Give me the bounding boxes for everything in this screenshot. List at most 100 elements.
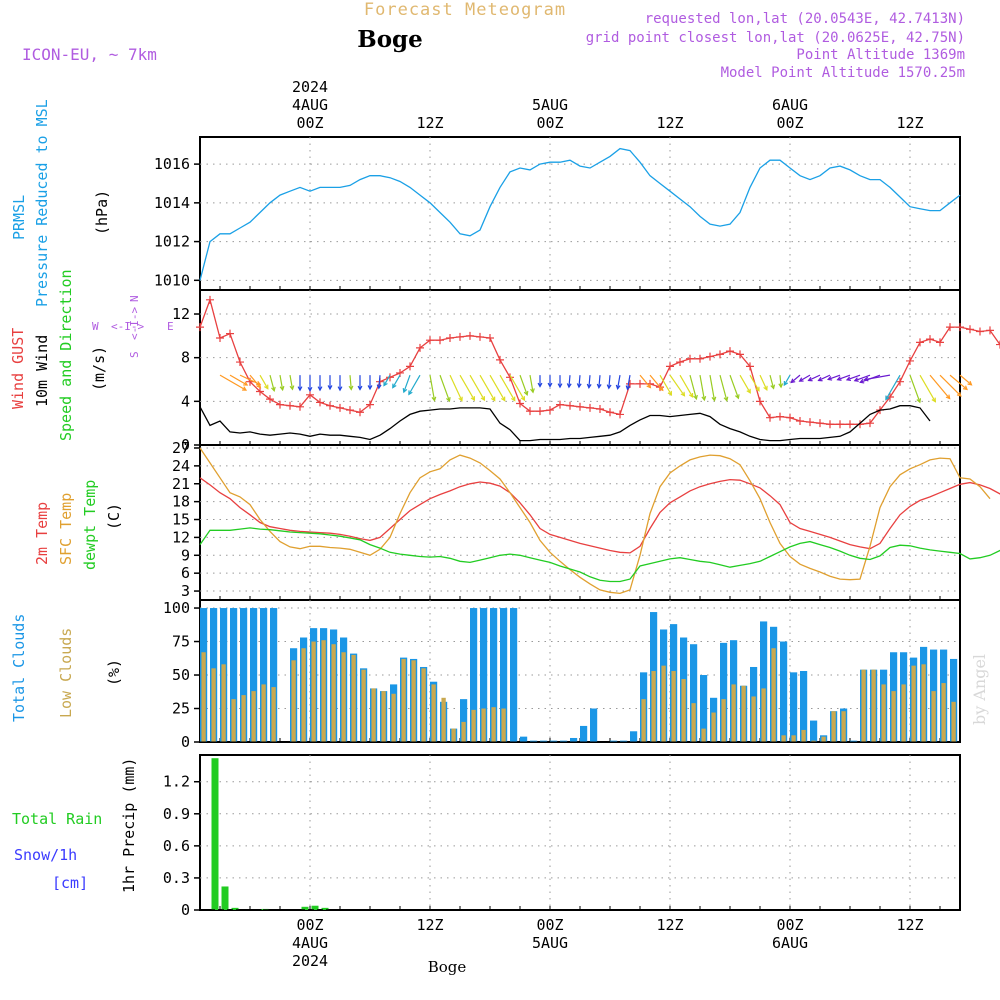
wind-vector-head [279, 385, 285, 392]
wind-vector-head [402, 388, 408, 394]
wind-vector [499, 374, 516, 401]
wind-vector-head [783, 381, 789, 387]
low-cloud-bar [821, 736, 826, 742]
wind-vector [489, 374, 506, 401]
y-tick-label: 0.9 [163, 805, 190, 823]
wind-vector-head [701, 395, 707, 402]
wind-vector-head [264, 384, 269, 390]
model-label: ICON-EU, ~ 7km [22, 45, 157, 64]
gust-line-marker [456, 332, 464, 341]
total-rain-label: Total Rain [12, 810, 102, 828]
gust-line-marker [326, 401, 334, 410]
gust-line-marker [746, 362, 754, 371]
wind-vector [449, 374, 463, 401]
low-cloud-bar [261, 684, 266, 742]
total-cloud-bar [950, 658, 958, 742]
gust-line-marker [476, 332, 484, 341]
rain-bar [321, 907, 329, 910]
wind-vector-head [367, 385, 373, 391]
top-year-label: 2024 [292, 78, 328, 96]
total-cloud-bar [700, 675, 708, 742]
low-cloud-bar [301, 648, 306, 742]
temp-2m-label: 2m Temp [33, 502, 51, 565]
y-tick-label: 0 [181, 436, 190, 454]
gust-line-marker [556, 400, 564, 409]
compass-s: S [128, 351, 141, 358]
low-cloud-bar [341, 652, 346, 742]
grid-point-coords: grid point closest lon,lat (20.0625E, 42… [586, 30, 965, 46]
total-cloud-bar [850, 740, 858, 742]
wind-vector-head [606, 384, 612, 390]
low-cloud-bar [691, 703, 696, 742]
wind-vector-head [500, 396, 506, 402]
wind-vector-head [557, 383, 563, 389]
wind-vector-head [790, 378, 796, 384]
wind-vector [749, 374, 760, 392]
snow-unit-label: [cm] [52, 874, 88, 892]
y-tick-label: 0.3 [163, 869, 190, 887]
total-cloud-bar [590, 708, 598, 742]
low-cloud-bar [471, 709, 476, 742]
temp-unit-label: (C) [105, 503, 123, 530]
precip-unit-label: 1hr Precip (mm) [120, 758, 138, 893]
total-clouds-label: Total Clouds [10, 614, 28, 722]
gust-line-marker [306, 390, 314, 399]
gust-line-marker [446, 334, 454, 343]
wind-vector-head [408, 390, 413, 396]
wind-vector-head [490, 396, 496, 402]
wind-vector-head [863, 376, 869, 382]
low-cloud-bar [241, 695, 246, 742]
wind-vector-head [967, 380, 973, 386]
low-cloud-bar [491, 707, 496, 742]
y-tick-label: 8 [181, 349, 190, 367]
wind-vector [939, 374, 962, 397]
wind-vector-head [243, 381, 249, 386]
bottom-time-label: 6AUG [772, 934, 808, 952]
gust-line-marker [196, 323, 204, 332]
wind-vector-head [945, 394, 951, 400]
wind-vector [739, 374, 751, 394]
bottom-time-label: 12Z [896, 916, 923, 934]
total-cloud-bar [230, 608, 238, 742]
gust-line-marker [256, 387, 264, 396]
wind-vector-head [646, 383, 652, 389]
wind-vector [679, 374, 694, 398]
wind-vector-head [711, 396, 717, 402]
wind-vector [649, 374, 664, 391]
wind-vector [799, 374, 811, 382]
wind-vector-head [596, 383, 602, 389]
wind-vector [279, 375, 284, 391]
wind-vector [568, 375, 571, 388]
low-cloud-bar [391, 693, 396, 742]
top-time-label: 6AUG [772, 96, 808, 114]
wind-vector-head [270, 386, 276, 392]
low-cloud-bar [201, 652, 206, 742]
low-cloud-bar [291, 660, 296, 742]
gust-line-marker [986, 326, 994, 335]
y-tick-label: 1016 [154, 155, 190, 173]
low-cloud-bar [801, 729, 806, 742]
wind-vector [729, 374, 739, 399]
gust-line-marker [486, 334, 494, 343]
wind-vector-head [566, 383, 572, 389]
y-tick-label: 1.2 [163, 773, 190, 791]
total-cloud-bar [520, 736, 528, 742]
low-cloud-bar [661, 665, 666, 742]
y-tick-label: 18 [172, 493, 190, 511]
gust-line-marker [816, 419, 824, 428]
gust-line-marker [846, 420, 854, 429]
low-cloud-bar [831, 711, 836, 742]
low-cloud-bar [701, 728, 706, 742]
low-cloud-bar [751, 696, 756, 742]
wind-vector-head [853, 377, 859, 382]
wind-vector [659, 374, 672, 396]
wind-vector-head [859, 378, 865, 384]
y-tick-label: 12 [172, 305, 190, 323]
wind-vector-head [446, 397, 451, 403]
y-tick-label: 24 [172, 457, 190, 475]
temp-sfc-label: SFC Temp [57, 493, 75, 565]
wind-vector-head [680, 391, 686, 397]
bottom-time-label: 00Z [296, 916, 323, 934]
top-time-label: 00Z [776, 114, 803, 132]
